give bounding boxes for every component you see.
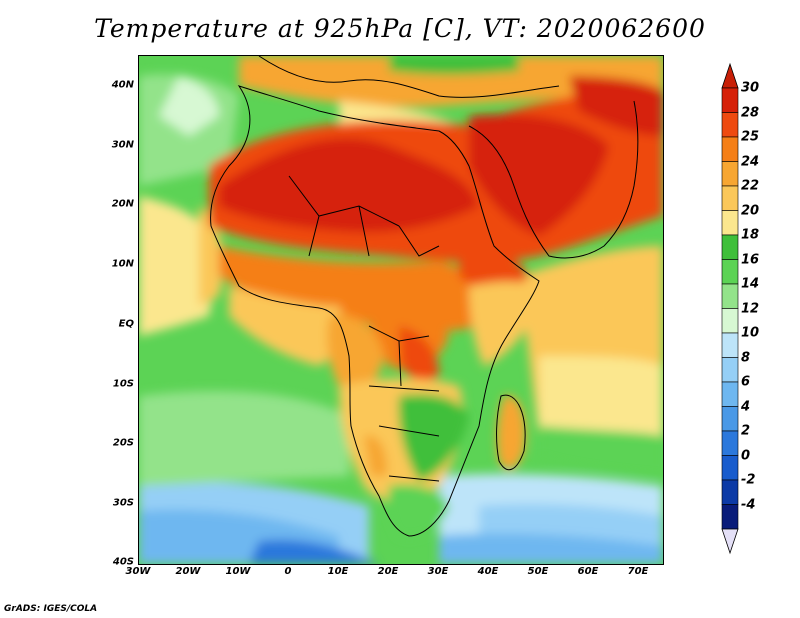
lon-tick-0: 0 [284, 566, 292, 577]
lat-tick-10n: 10N [111, 258, 134, 270]
colorbar-label: 24 [741, 154, 760, 169]
temperature-field [139, 56, 663, 564]
colorbar-segment [721, 259, 739, 285]
lat-tick-20s: 20S [112, 437, 134, 449]
colorbar-label: 30 [741, 80, 760, 96]
colorbar-segment [721, 210, 739, 236]
lon-tick-70e: 70E [627, 566, 649, 577]
colorbar-segment [721, 185, 739, 211]
colorbar-label: 8 [741, 350, 751, 365]
colorbar-segment [721, 161, 739, 187]
lon-tick-20e: 20E [377, 566, 399, 577]
colorbar-label: 10 [741, 325, 760, 341]
colorbar-segment [721, 455, 739, 481]
colorbar-top-cap [721, 62, 739, 89]
lat-tick-30s: 30S [112, 497, 134, 509]
plot-title: Temperature at 925hPa [C], VT: 202006260… [94, 14, 706, 43]
lon-tick-60e: 60E [577, 566, 599, 577]
colorbar-segment [721, 479, 739, 505]
lon-tick-40e: 40E [477, 566, 499, 577]
colorbar-label: 20 [741, 203, 760, 218]
lon-tick-30w: 30W [125, 566, 151, 577]
colorbar-label: 14 [741, 276, 760, 292]
colorbar-label: 25 [741, 129, 760, 145]
colorbar-label: -2 [741, 472, 756, 488]
colorbar-segment [721, 112, 739, 138]
colorbar-label: -4 [741, 497, 756, 512]
colorbar-segment [721, 381, 739, 407]
coastlines [210, 56, 639, 537]
colorbar-label: 16 [741, 252, 760, 267]
lat-tick-40n: 40N [111, 79, 134, 91]
colorbar-segment [721, 332, 739, 358]
colorbar-label: 2 [741, 423, 751, 439]
colorbar [721, 62, 739, 555]
colorbar-segment [721, 406, 739, 432]
colorbar-segment [721, 87, 739, 113]
lon-tick-10w: 10W [225, 566, 251, 577]
colorbar-segment [721, 430, 739, 456]
lat-tick-40s: 40S [112, 556, 134, 568]
colorbar-label: 18 [741, 227, 760, 243]
footer-credit: GrADS: IGES/COLA [4, 604, 98, 614]
lat-tick-30n: 30N [111, 139, 134, 151]
colorbar-segment [721, 357, 739, 383]
lat-tick-20n: 20N [111, 198, 134, 210]
colorbar-segment [721, 136, 739, 162]
lon-tick-30e: 30E [427, 566, 449, 577]
colorbar-label: 12 [741, 301, 760, 316]
colorbar-label: 22 [741, 178, 760, 194]
temperature-map [138, 55, 664, 565]
colorbar-label: 28 [741, 105, 760, 120]
lon-tick-20w: 20W [175, 566, 201, 577]
colorbar-bottom-cap [721, 528, 739, 555]
colorbar-segment [721, 283, 739, 309]
lon-tick-50e: 50E [527, 566, 549, 577]
colorbar-segment [721, 234, 739, 260]
colorbar-label: 6 [741, 374, 751, 390]
colorbar-segment [721, 308, 739, 334]
lon-tick-10e: 10E [327, 566, 349, 577]
lat-tick-10s: 10S [112, 378, 134, 390]
colorbar-label: 0 [741, 448, 751, 463]
colorbar-label: 4 [741, 399, 751, 414]
colorbar-segment [721, 504, 739, 530]
lat-tick-eq: EQ [118, 318, 134, 330]
